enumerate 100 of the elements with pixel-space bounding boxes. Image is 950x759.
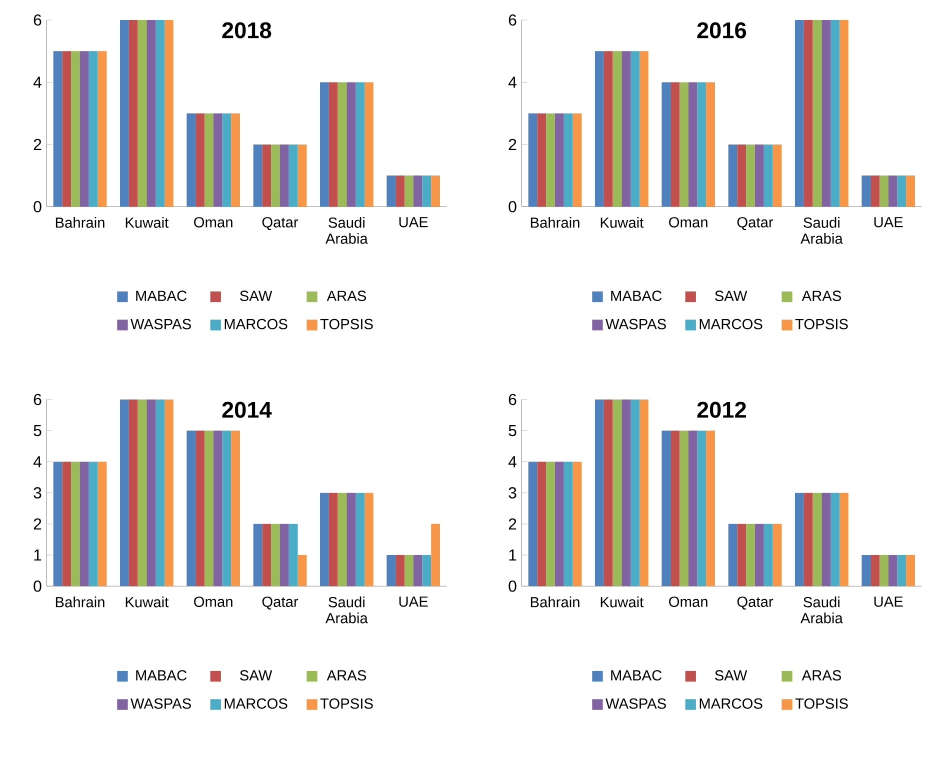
bar [564, 113, 573, 207]
bar [364, 82, 374, 207]
y-tick-label: 3 [508, 487, 516, 498]
bar [262, 524, 272, 586]
bar [804, 20, 813, 207]
bar [622, 51, 631, 207]
legend-label: MABAC [136, 290, 187, 302]
y-tick-label: 5 [508, 425, 516, 436]
legend-label: TOPSIS [320, 698, 373, 709]
bar [288, 144, 298, 207]
bar [271, 144, 280, 207]
bar [862, 555, 871, 586]
bar [728, 524, 738, 586]
bar [186, 113, 196, 207]
x-tick-label: UAE [874, 217, 903, 228]
bar [128, 399, 138, 586]
x-tick-label: UAE [399, 596, 428, 607]
bar [706, 82, 716, 207]
legend-label: MARCOS [224, 318, 288, 330]
bar [53, 462, 62, 586]
bar [280, 524, 289, 586]
bar [328, 492, 338, 586]
legend-label: WASPAS [130, 698, 191, 709]
bar [546, 462, 556, 586]
bar [528, 113, 538, 207]
y-tick-label: 5 [34, 425, 42, 436]
bar [537, 113, 546, 207]
bar [88, 51, 98, 207]
bar [870, 176, 880, 207]
bar [830, 20, 840, 207]
legend-label: MARCOS [224, 698, 288, 709]
bar [320, 82, 329, 207]
bar [595, 399, 604, 586]
bar [639, 51, 648, 207]
y-tick-label: 0 [508, 580, 516, 592]
y-tick-label: 6 [34, 14, 42, 26]
bar [80, 462, 89, 586]
bar [404, 176, 414, 207]
bar [71, 462, 80, 586]
bar [595, 51, 604, 207]
bar [98, 51, 107, 207]
bar [120, 20, 129, 207]
bar [830, 492, 840, 586]
y-tick-label: 2 [508, 138, 516, 150]
bar [156, 399, 164, 586]
bar [662, 82, 671, 207]
bar [222, 430, 232, 586]
y-tick-label: 1 [509, 550, 516, 561]
legend-label: MABAC [136, 670, 187, 681]
bar [186, 430, 196, 586]
x-tick-label: Kuwait [126, 217, 169, 228]
bar [622, 399, 631, 586]
legend-label: TOPSIS [795, 318, 848, 330]
bar [88, 462, 98, 586]
bar [328, 82, 338, 207]
bar [897, 555, 906, 586]
bar [804, 492, 813, 586]
bar [839, 492, 848, 586]
legend-label: ARAS [326, 670, 366, 681]
bar [697, 430, 706, 586]
bar [764, 524, 773, 586]
x-tick-label: Oman [194, 596, 232, 607]
x-tick-label: Oman [669, 217, 708, 228]
bar [146, 20, 156, 207]
x-tick-label: Kuwait [600, 217, 644, 228]
bar [888, 176, 898, 207]
legend-label: WASPAS [606, 318, 666, 330]
bar [196, 113, 204, 207]
bar [670, 430, 680, 586]
bar [679, 430, 688, 586]
bar [772, 524, 782, 586]
bar [396, 176, 404, 207]
bar [688, 82, 698, 207]
bar [338, 492, 347, 586]
x-tick-label: Oman [194, 217, 232, 228]
bar [555, 113, 564, 207]
x-tick-label: Bahrain [530, 596, 580, 608]
x-tick-label: Oman [669, 596, 708, 607]
bar [662, 430, 671, 586]
bar [431, 176, 440, 207]
bar [156, 20, 164, 207]
x-tick-label: UAE [874, 596, 903, 607]
bar [364, 492, 374, 586]
bar [564, 462, 573, 586]
bar [906, 176, 916, 207]
legend-label: ARAS [802, 290, 842, 302]
bar [346, 82, 356, 207]
bar [870, 555, 880, 586]
bar [213, 430, 222, 586]
y-tick-label: 3 [34, 487, 42, 498]
chart-title: 2016 [697, 22, 746, 38]
bar [164, 20, 174, 207]
bar [795, 20, 804, 207]
bar [80, 51, 89, 207]
bar [706, 430, 716, 586]
bar [572, 462, 582, 586]
bar [288, 524, 298, 586]
y-tick-label: 2 [34, 138, 42, 150]
bar [764, 144, 773, 207]
bar [630, 51, 640, 207]
